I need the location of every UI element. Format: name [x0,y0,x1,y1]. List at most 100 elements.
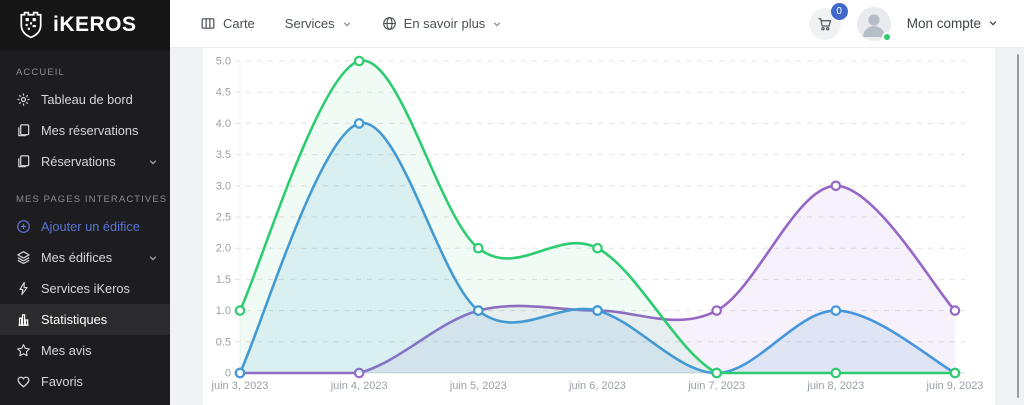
nav-item-en-savoir-plus[interactable]: En savoir plus [382,16,503,31]
sidebar-item-label: Favoris [41,374,83,389]
chevron-down-icon [148,253,158,263]
account-label: Mon compte [906,16,981,31]
bolt-icon [16,281,31,296]
top-navbar: Carte Services En savoir plus 0 Mon compte [170,0,1024,48]
heart-icon [16,374,31,389]
cart-button[interactable]: 0 [808,2,848,40]
sidebar-item-label: Services iKeros [41,281,130,296]
svg-text:1.5: 1.5 [216,274,231,286]
svg-text:3.5: 3.5 [216,149,231,161]
data-point-green[interactable] [473,242,484,254]
brand-name: iKEROS [53,13,137,36]
chart-card: 0 0.5 1.0 1.5 2.0 2.5 3.0 3.5 4.0 4.5 5.0 juin 3, 2… [203,48,995,405]
qr-shield-icon [18,11,44,39]
statistics-area-chart: 0 0.5 1.0 1.5 2.0 2.5 3.0 3.5 4.0 4.5 5.0 juin 3, 2… [211,55,984,393]
svg-text:3.0: 3.0 [216,180,231,192]
sidebar-item-label: Réservations [41,154,116,169]
brand-logo[interactable]: iKEROS [0,0,170,50]
sidebar: iKEROS ACCUEIL Tableau de bord Mes réserva… [0,0,170,405]
series-area-green [240,60,955,374]
sidebar-item-tableau-de-bord[interactable]: Tableau de bord [0,84,170,115]
sidebar-item-statistiques[interactable]: Statistiques [0,304,170,335]
star-icon [16,343,31,358]
svg-text:4.0: 4.0 [216,118,231,130]
sidebar-item-ajouter-un-difice[interactable]: Ajouter un édifice [0,211,170,242]
navbar-right: 0 Mon compte [808,2,998,42]
data-point-green[interactable] [353,55,365,67]
sidebar-section-label: MES PAGES INTERACTIVES [16,194,168,205]
sidebar-item-label: Statistiques [41,312,108,327]
chevron-down-icon [492,19,502,29]
data-point-blue[interactable] [592,305,603,316]
data-point-blue[interactable] [353,118,365,129]
map-icon [200,16,216,31]
x-axis-label: juin 8, 2023 [806,380,864,392]
navbar-menu: Carte Services En savoir plus [200,16,502,31]
nav-item-services[interactable]: Services [285,16,352,31]
data-point-purple[interactable] [949,305,961,316]
data-point-green[interactable] [234,305,246,316]
svg-text:2.5: 2.5 [216,212,231,224]
sidebar-item-mes-difices[interactable]: Mes édifices [0,242,170,273]
data-point-green[interactable] [830,367,842,379]
scrollbar[interactable] [1017,54,1019,398]
series-line-blue [238,122,957,375]
user-avatar[interactable] [856,6,892,42]
data-point-blue[interactable] [473,305,484,316]
x-axis-label: juin 5, 2023 [449,380,507,392]
nav-item-label: Carte [223,16,255,31]
document-icon [16,154,31,169]
svg-text:0: 0 [225,368,231,380]
cart-icon [817,16,833,32]
data-point-blue[interactable] [234,367,246,379]
chevron-down-icon [342,19,352,29]
data-point-green[interactable] [592,242,603,254]
nav-item-carte[interactable]: Carte [200,16,255,31]
sidebar-item-mes-r-servations[interactable]: Mes réservations [0,115,170,146]
sidebar-item-r-servations[interactable]: Réservations [0,146,170,177]
cart-badge: 0 [830,2,848,20]
data-point-green[interactable] [949,367,961,379]
sidebar-item-label: Mes avis [41,343,92,358]
svg-text:2.0: 2.0 [216,243,231,255]
sidebar-item-label: Mes édifices [41,250,113,265]
sidebar-item-services-ikeros[interactable]: Services iKeros [0,273,170,304]
series-area-blue [240,122,955,373]
x-axis-label: juin 6, 2023 [568,380,626,392]
sidebar-item-mes-avis[interactable]: Mes avis [0,335,170,366]
data-point-blue[interactable] [830,305,842,316]
bar-chart-icon [16,312,31,327]
data-point-green[interactable] [711,367,722,379]
account-menu[interactable]: Mon compte [907,16,998,31]
svg-text:1.0: 1.0 [216,305,231,317]
sidebar-item-favoris[interactable]: Favoris [0,366,170,397]
sidebar-item-label: Tableau de bord [41,92,133,107]
chevron-down-icon [148,157,158,167]
globe-icon [382,16,397,31]
svg-text:0.5: 0.5 [216,336,231,348]
x-axis-label: juin 9, 2023 [926,380,984,392]
sidebar-section-label: ACCUEIL [16,67,65,78]
layers-icon [16,250,31,265]
svg-text:5.0: 5.0 [216,56,231,68]
nav-item-label: Services [284,16,335,31]
x-axis-label: juin 3, 2023 [211,380,269,392]
plus-circle-icon [16,219,31,234]
user-avatar-icon [856,6,891,41]
data-point-purple[interactable] [830,180,842,192]
svg-text:4.5: 4.5 [216,87,231,99]
gear-icon [16,92,31,107]
online-status-dot [881,31,892,42]
data-point-purple[interactable] [353,367,365,379]
series-line-green [238,59,957,375]
chevron-down-icon [988,16,998,31]
document-icon [16,123,31,138]
sidebar-nav: ACCUEIL Tableau de bord Mes réservations Ré… [0,50,170,397]
nav-item-label: En savoir plus [403,16,486,31]
series-area-purple [240,185,955,373]
x-axis-label: juin 4, 2023 [330,380,388,392]
sidebar-item-label: Ajouter un édifice [41,219,140,234]
sidebar-item-label: Mes réservations [41,123,139,138]
data-point-purple[interactable] [711,305,722,316]
